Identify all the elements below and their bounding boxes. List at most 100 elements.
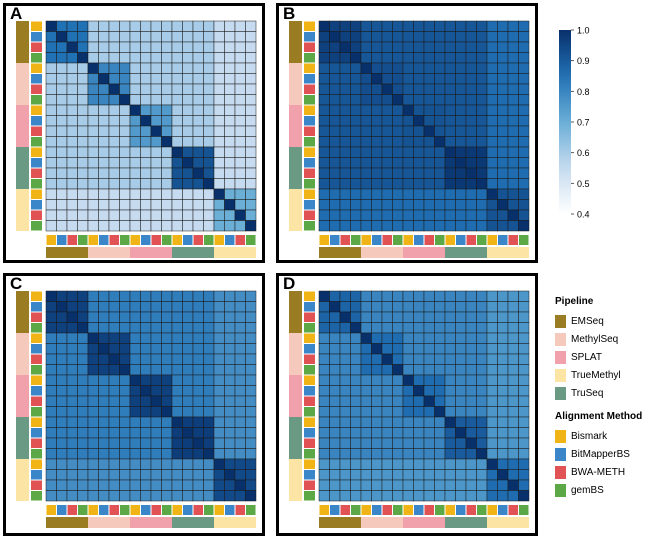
heatmap-cell (465, 62, 477, 74)
heatmap-cell (413, 104, 425, 116)
heatmap-cell (140, 115, 152, 127)
heatmap-cell (455, 395, 467, 407)
heatmap-cell (161, 188, 173, 200)
heatmap-cell (434, 332, 446, 344)
col-pipeline-annotation (46, 517, 57, 528)
heatmap-cell (402, 322, 414, 334)
heatmap-cell (66, 406, 78, 418)
heatmap-cell (392, 62, 404, 74)
col-method-annotation (99, 505, 109, 515)
heatmap-cell (234, 146, 246, 158)
heatmap-cell (45, 73, 57, 85)
heatmap-cell (381, 290, 393, 302)
heatmap-cell (444, 343, 456, 355)
heatmap-cell (119, 479, 131, 491)
heatmap-cell (119, 136, 131, 148)
col-pipeline-annotation (424, 517, 435, 528)
heatmap-cell (381, 62, 393, 74)
legend-swatch (555, 483, 566, 497)
heatmap-cell (150, 385, 162, 397)
row-pipeline-annotation (289, 480, 302, 491)
row-method-annotation (31, 63, 42, 73)
heatmap-cell (465, 220, 477, 232)
heatmap-cell (108, 385, 120, 397)
heatmap-cell (434, 125, 446, 137)
col-method-annotation (109, 235, 119, 245)
heatmap-cell (518, 290, 530, 302)
heatmap-cell (203, 41, 215, 53)
heatmap-cell (360, 209, 372, 221)
heatmap-cell (507, 20, 519, 32)
col-pipeline-annotation (182, 247, 193, 258)
row-pipeline-annotation (289, 459, 302, 470)
heatmap-cell (465, 94, 477, 106)
heatmap-cell (318, 353, 330, 365)
heatmap-cell (486, 41, 498, 53)
heatmap-cell (245, 167, 257, 179)
heatmap-cell (434, 94, 446, 106)
heatmap-cell (360, 94, 372, 106)
heatmap-cell (87, 385, 99, 397)
heatmap-cell (161, 364, 173, 376)
heatmap-cell (518, 301, 530, 313)
heatmap-cell (150, 479, 162, 491)
heatmap-cell (140, 62, 152, 74)
heatmap-cell (150, 343, 162, 355)
heatmap-cell (507, 301, 519, 313)
heatmap-cell (360, 157, 372, 169)
heatmap-cell (66, 115, 78, 127)
heatmap-cell (350, 199, 362, 211)
heatmap-cell (507, 490, 519, 502)
heatmap-cell (360, 406, 372, 418)
heatmap-cell (150, 364, 162, 376)
heatmap-cell (423, 395, 435, 407)
heatmap-cell (245, 374, 257, 386)
heatmap-cell (45, 31, 57, 43)
heatmap-cell (423, 136, 435, 148)
heatmap-cell (518, 20, 530, 32)
heatmap-cell (224, 73, 236, 85)
heatmap-cell (486, 406, 498, 418)
heatmap-cell (203, 125, 215, 137)
row-method-annotation (304, 459, 315, 469)
heatmap-cell (476, 469, 488, 481)
heatmap-cell (339, 322, 351, 334)
col-pipeline-annotation (445, 247, 456, 258)
heatmap-cell (45, 157, 57, 169)
heatmap-cell (213, 374, 225, 386)
heatmap-cell (444, 427, 456, 439)
heatmap-cell (497, 311, 509, 323)
heatmap-cell (140, 41, 152, 53)
heatmap-cell (329, 136, 341, 148)
heatmap-cell (140, 490, 152, 502)
row-pipeline-annotation (16, 199, 29, 210)
heatmap-cell (350, 209, 362, 221)
heatmap-cell (486, 332, 498, 344)
heatmap-cell (45, 490, 57, 502)
heatmap-cell (87, 104, 99, 116)
row-method-annotation (31, 417, 42, 427)
heatmap-cell (245, 437, 257, 449)
heatmap-cell (413, 115, 425, 127)
heatmap-cell (434, 290, 446, 302)
heatmap-cell (465, 322, 477, 334)
heatmap-cell (339, 188, 351, 200)
col-pipeline-annotation (518, 517, 529, 528)
heatmap-cell (329, 41, 341, 53)
heatmap-cell (119, 199, 131, 211)
row-method-annotation (31, 491, 42, 501)
heatmap-cell (140, 220, 152, 232)
legend-swatch (555, 350, 566, 364)
col-pipeline-annotation (224, 517, 235, 528)
heatmap-cell (203, 385, 215, 397)
heatmap-cell (66, 374, 78, 386)
heatmap-cell (350, 94, 362, 106)
heatmap-cell (98, 395, 110, 407)
heatmap-cell (213, 416, 225, 428)
heatmap-cell (455, 374, 467, 386)
heatmap-cell (497, 52, 509, 64)
heatmap-cell (98, 52, 110, 64)
heatmap-cell (476, 52, 488, 64)
heatmap-cell (434, 178, 446, 190)
heatmap-cell (329, 395, 341, 407)
